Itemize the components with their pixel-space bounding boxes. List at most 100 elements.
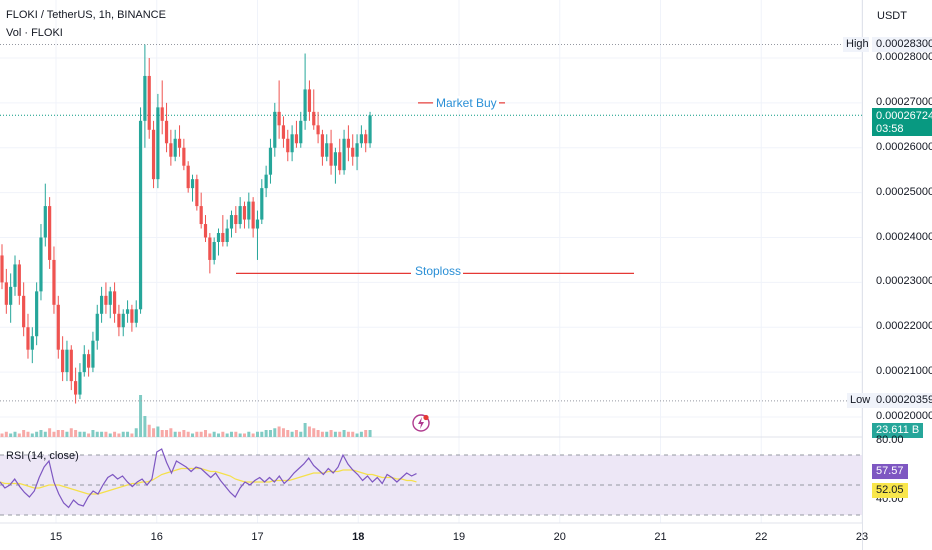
candle-body [87, 354, 91, 368]
candle-body [177, 138, 182, 148]
volume-bar [156, 426, 160, 437]
volume-bar [61, 430, 65, 437]
candle-body [117, 313, 121, 328]
price-tick: 0.00023000 [876, 275, 932, 288]
candle-body [273, 111, 277, 148]
symbol-title: FLOKI / TetherUS, 1h, BINANCE [6, 9, 166, 21]
candle-body [325, 143, 329, 157]
volume-bar [100, 431, 104, 437]
volume-bar [152, 428, 156, 437]
volume-bar [147, 424, 151, 437]
volume-bars [0, 395, 372, 437]
time-label: 15 [49, 531, 63, 543]
volume-bar [143, 416, 147, 437]
candle-body [39, 237, 43, 292]
rsi-ma-line [0, 467, 417, 495]
candle-body [95, 313, 99, 341]
low-value-tag: 0.00020359 [872, 393, 932, 408]
candle-body [156, 107, 160, 180]
price-axis[interactable]: USDT [862, 0, 932, 550]
candle-body [160, 107, 164, 121]
candle-body [164, 120, 169, 144]
volume-bar [351, 431, 355, 437]
candle-body [182, 147, 186, 166]
candle-body [351, 147, 355, 157]
volume-bar [113, 431, 117, 437]
price-tick: 0.00022000 [876, 320, 932, 333]
volume-bar [299, 431, 303, 437]
candle-body [143, 75, 147, 121]
candlesticks [0, 44, 372, 404]
volume-bar [178, 431, 182, 437]
volume-bar [316, 430, 320, 437]
candle-body [320, 134, 325, 157]
volume-bar [182, 430, 186, 437]
volume-bar [121, 431, 125, 437]
lightning-icon[interactable] [412, 414, 430, 432]
volume-bar [286, 430, 290, 437]
volume-bar [160, 430, 164, 437]
volume-bar [78, 431, 82, 437]
volume-bar [364, 430, 368, 437]
annotation-lines [236, 102, 634, 274]
rsi-tick-80: 80.00 [876, 434, 904, 446]
volume-bar [82, 431, 86, 437]
candle-body [203, 224, 208, 238]
volume-bar [251, 433, 255, 437]
stoploss-label: Stoploss [413, 264, 464, 278]
volume-bar [329, 430, 333, 437]
volume-bar [104, 431, 108, 437]
volume-bar [117, 433, 121, 437]
candle-body [307, 89, 312, 112]
candle-body [91, 340, 95, 368]
candle-body [9, 286, 13, 305]
candle-body [186, 165, 190, 189]
time-label: 19 [452, 531, 466, 543]
volume-bar [242, 433, 246, 437]
candle-body [234, 215, 238, 225]
volume-bar [303, 423, 307, 437]
candle-body [125, 309, 130, 314]
volume-legend: Vol · FLOKI [6, 27, 63, 39]
countdown: 03:58 [876, 123, 904, 135]
candle-body [30, 336, 34, 350]
candle-body [303, 89, 307, 121]
candle-body [212, 241, 216, 260]
volume-bar [225, 433, 229, 437]
rsi-band [0, 455, 862, 515]
rsi-panel [0, 448, 862, 516]
price-levels [0, 44, 862, 402]
volume-bar [229, 431, 233, 437]
volume-bar [355, 433, 359, 437]
candle-body [4, 282, 8, 305]
price-tick: 0.00025000 [876, 185, 932, 198]
time-label: 16 [150, 531, 163, 543]
candle-body [104, 295, 108, 305]
volume-bar [91, 430, 95, 437]
rsi-ma-value-tag: 52.05 [872, 483, 908, 498]
price-tick: 0.00021000 [876, 365, 932, 378]
price-tick: 0.00028000 [876, 51, 932, 63]
candle-body [99, 295, 104, 314]
volume-bar [173, 431, 177, 437]
candle-body [281, 125, 286, 139]
candle-body [69, 349, 73, 382]
candle-body [74, 381, 78, 395]
time-label: 17 [251, 531, 264, 543]
price-tick: 0.00020000 [876, 410, 932, 422]
volume-bar [338, 431, 342, 437]
volume-bar [212, 431, 216, 437]
volume-bar [217, 433, 220, 437]
volume-bar [234, 431, 238, 437]
volume-bar [368, 430, 372, 437]
candle-body [216, 233, 221, 242]
candle-body [264, 174, 268, 189]
candle-body [247, 201, 251, 220]
rsi-value-tag: 57.57 [872, 464, 908, 479]
candle-body [0, 255, 4, 283]
volume-bar [191, 433, 195, 437]
candle-body [208, 237, 212, 260]
candle-body [199, 206, 203, 225]
candle-body [364, 134, 368, 144]
